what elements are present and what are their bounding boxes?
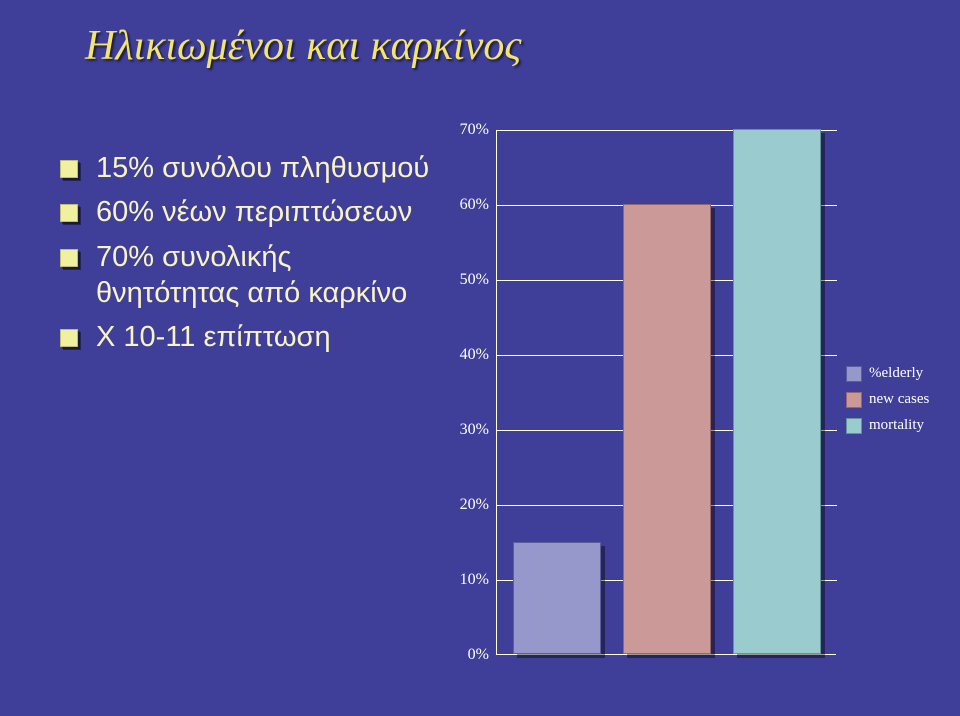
bullet-list: 15% συνόλου πληθυσμού 60% νέων περιπτώσε…	[60, 150, 440, 363]
legend-label: new cases	[869, 391, 929, 408]
chart-bar	[733, 129, 821, 654]
bullet-icon	[60, 249, 78, 267]
list-item: 70% συνολικής θνητότητας από καρκίνο	[60, 239, 440, 312]
chart-y-tick-label: 30%	[443, 421, 489, 439]
bullet-icon	[60, 204, 78, 222]
chart-y-tick-label: 40%	[443, 346, 489, 364]
chart-plot-area: 0%10%20%30%40%50%60%70%	[496, 130, 836, 655]
list-item: 60% νέων περιπτώσεων	[60, 194, 440, 230]
list-item: 15% συνόλου πληθυσμού	[60, 150, 440, 186]
bar-chart: 0%10%20%30%40%50%60%70% %elderly new case…	[440, 130, 940, 695]
chart-bar	[623, 204, 711, 654]
slide: Ηλικιωμένοι και καρκίνος 15% συνόλου πλη…	[0, 0, 960, 716]
chart-y-tick-label: 20%	[443, 496, 489, 514]
chart-bar	[513, 542, 601, 655]
legend-swatch-icon	[846, 418, 862, 434]
bullet-icon	[60, 329, 78, 347]
bullet-text: 70% συνολικής θνητότητας από καρκίνο	[96, 239, 440, 312]
page-title: Ηλικιωμένοι και καρκίνος	[85, 22, 521, 70]
legend-label: %elderly	[869, 365, 923, 382]
chart-legend: %elderly new cases mortality	[846, 365, 940, 443]
legend-swatch-icon	[846, 366, 862, 382]
bullet-text: 15% συνόλου πληθυσμού	[96, 150, 429, 186]
chart-y-tick-label: 10%	[443, 571, 489, 589]
chart-y-tick-label: 70%	[443, 121, 489, 139]
bullet-icon	[60, 160, 78, 178]
bullet-text: 60% νέων περιπτώσεων	[96, 194, 412, 230]
legend-label: mortality	[869, 417, 924, 434]
legend-swatch-icon	[846, 392, 862, 408]
legend-item: new cases	[846, 391, 940, 408]
legend-item: %elderly	[846, 365, 940, 382]
chart-y-tick-label: 50%	[443, 271, 489, 289]
legend-item: mortality	[846, 417, 940, 434]
list-item: Χ 10-11 επίπτωση	[60, 319, 440, 355]
bullet-text: Χ 10-11 επίπτωση	[96, 319, 331, 355]
chart-y-tick-label: 0%	[443, 646, 489, 664]
chart-y-tick-label: 60%	[443, 196, 489, 214]
